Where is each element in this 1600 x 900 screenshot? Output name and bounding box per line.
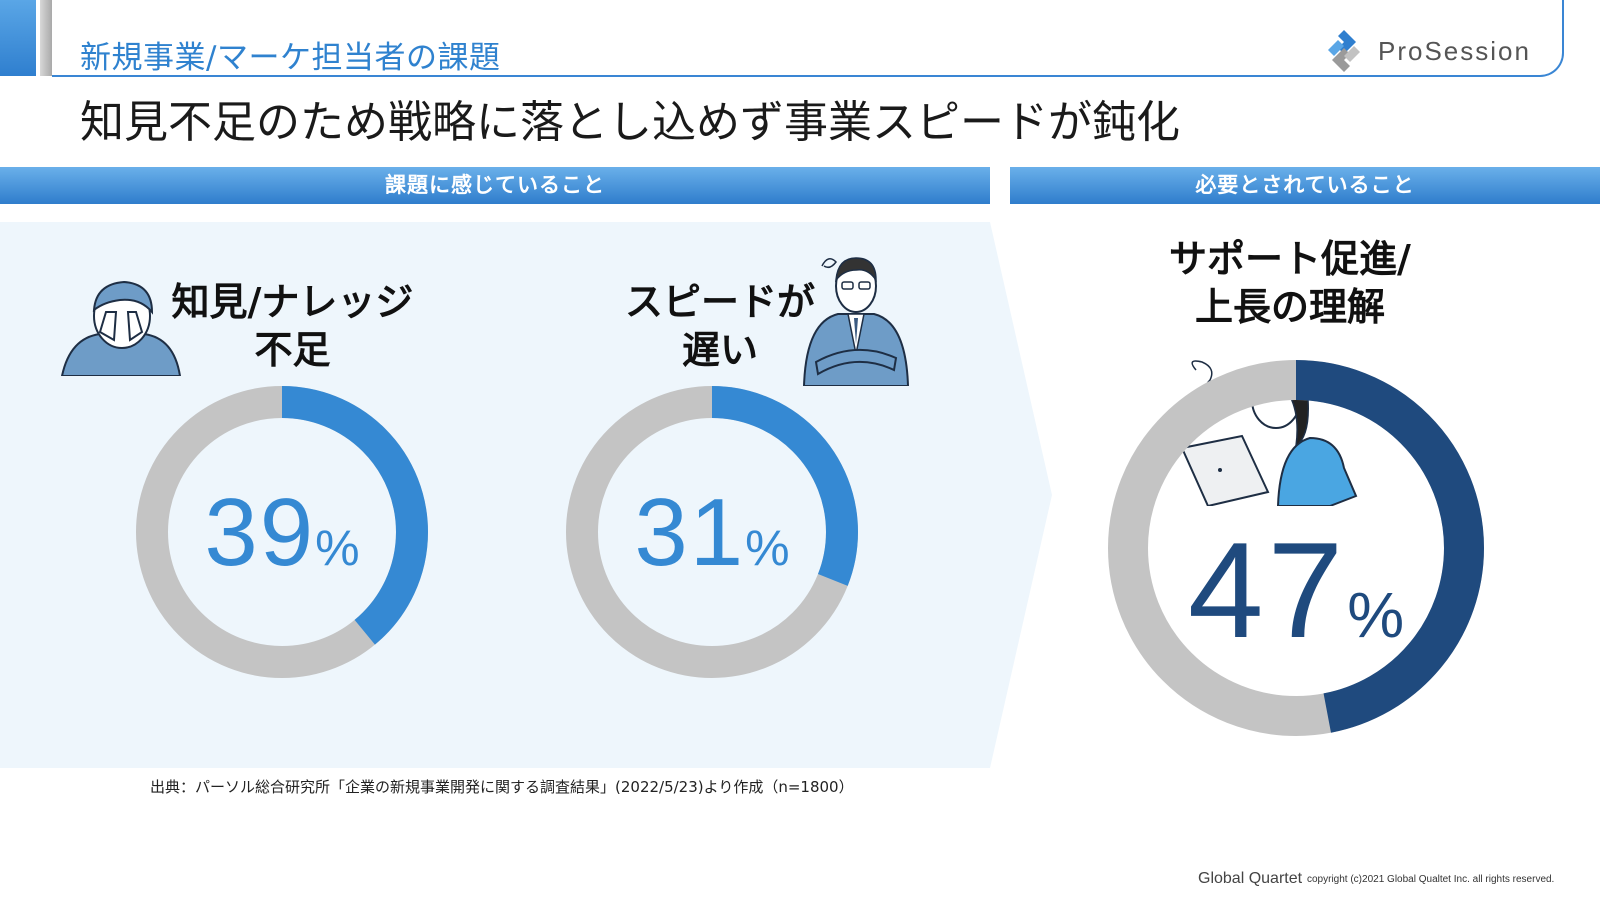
label-speed: スピードが 遅い xyxy=(605,278,835,374)
slide-headline: 知見不足のため戦略に落とし込めず事業スピードが鈍化 xyxy=(80,97,1180,148)
label-support-line1: サポート促進/ xyxy=(1169,237,1411,281)
slide-category: 新規事業/マーケ担当者の課題 xyxy=(80,40,501,76)
label-support-line2: 上長の理解 xyxy=(1194,285,1385,329)
frustrated-businessman-icon xyxy=(802,257,910,386)
donut-support xyxy=(1108,360,1484,736)
value-speed: 31% xyxy=(566,478,858,588)
donut-speed-arc xyxy=(566,386,858,678)
header-accent-stripe xyxy=(40,0,52,76)
value-support-number: 47 xyxy=(1187,514,1348,666)
troubled-man-icon xyxy=(60,280,182,376)
prosession-logo: ProSession xyxy=(1322,28,1531,74)
donut-knowledge-arc xyxy=(136,386,428,678)
prosession-logo-icon xyxy=(1328,30,1360,72)
copyright-notice: copyright (c)2021 Global Qualtet Inc. al… xyxy=(1307,874,1555,885)
header-frame xyxy=(52,0,1564,77)
source-citation: 出典：パーソル総合研究所「企業の新規事業開発に関する調査結果」(2022/5/2… xyxy=(150,778,854,796)
section-title-challenges: 課題に感じていること xyxy=(0,167,990,204)
donut-support-arc xyxy=(1108,360,1484,736)
donut-knowledge-svg xyxy=(136,386,428,678)
label-knowledge-line1: 知見/ナレッジ xyxy=(171,280,414,324)
label-support: サポート促進/ 上長の理解 xyxy=(1140,235,1440,331)
footer-brand: Global Quartet xyxy=(1198,870,1303,887)
value-knowledge: 39% xyxy=(136,478,428,588)
label-knowledge: 知見/ナレッジ 不足 xyxy=(150,278,435,374)
value-support: 47% xyxy=(1108,512,1484,668)
header-accent-bar xyxy=(0,0,36,76)
donut-support-svg xyxy=(1108,360,1484,736)
donut-speed-svg xyxy=(566,386,858,678)
label-knowledge-line2: 不足 xyxy=(254,328,331,372)
value-support-unit: % xyxy=(1347,579,1405,651)
value-knowledge-number: 39 xyxy=(204,479,316,586)
value-speed-number: 31 xyxy=(634,479,746,586)
label-speed-line1: スピードが xyxy=(624,280,815,324)
value-speed-unit: % xyxy=(745,520,790,576)
logo-text: ProSession xyxy=(1378,35,1531,66)
value-knowledge-unit: % xyxy=(315,520,360,576)
section-title-needs: 必要とされていること xyxy=(1010,167,1600,204)
label-speed-line2: 遅い xyxy=(681,328,758,372)
donut-speed xyxy=(566,386,858,678)
donut-knowledge xyxy=(136,386,428,678)
